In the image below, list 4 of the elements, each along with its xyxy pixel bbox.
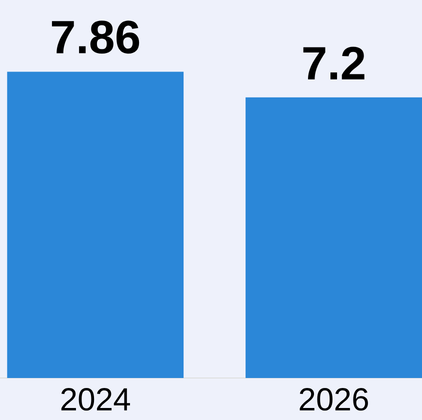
- x-tick-label: 2026: [300, 388, 368, 411]
- data-label: 7.86: [52, 20, 140, 54]
- data-label: 7.2: [303, 46, 364, 80]
- x-tick-label: 2024: [61, 388, 130, 411]
